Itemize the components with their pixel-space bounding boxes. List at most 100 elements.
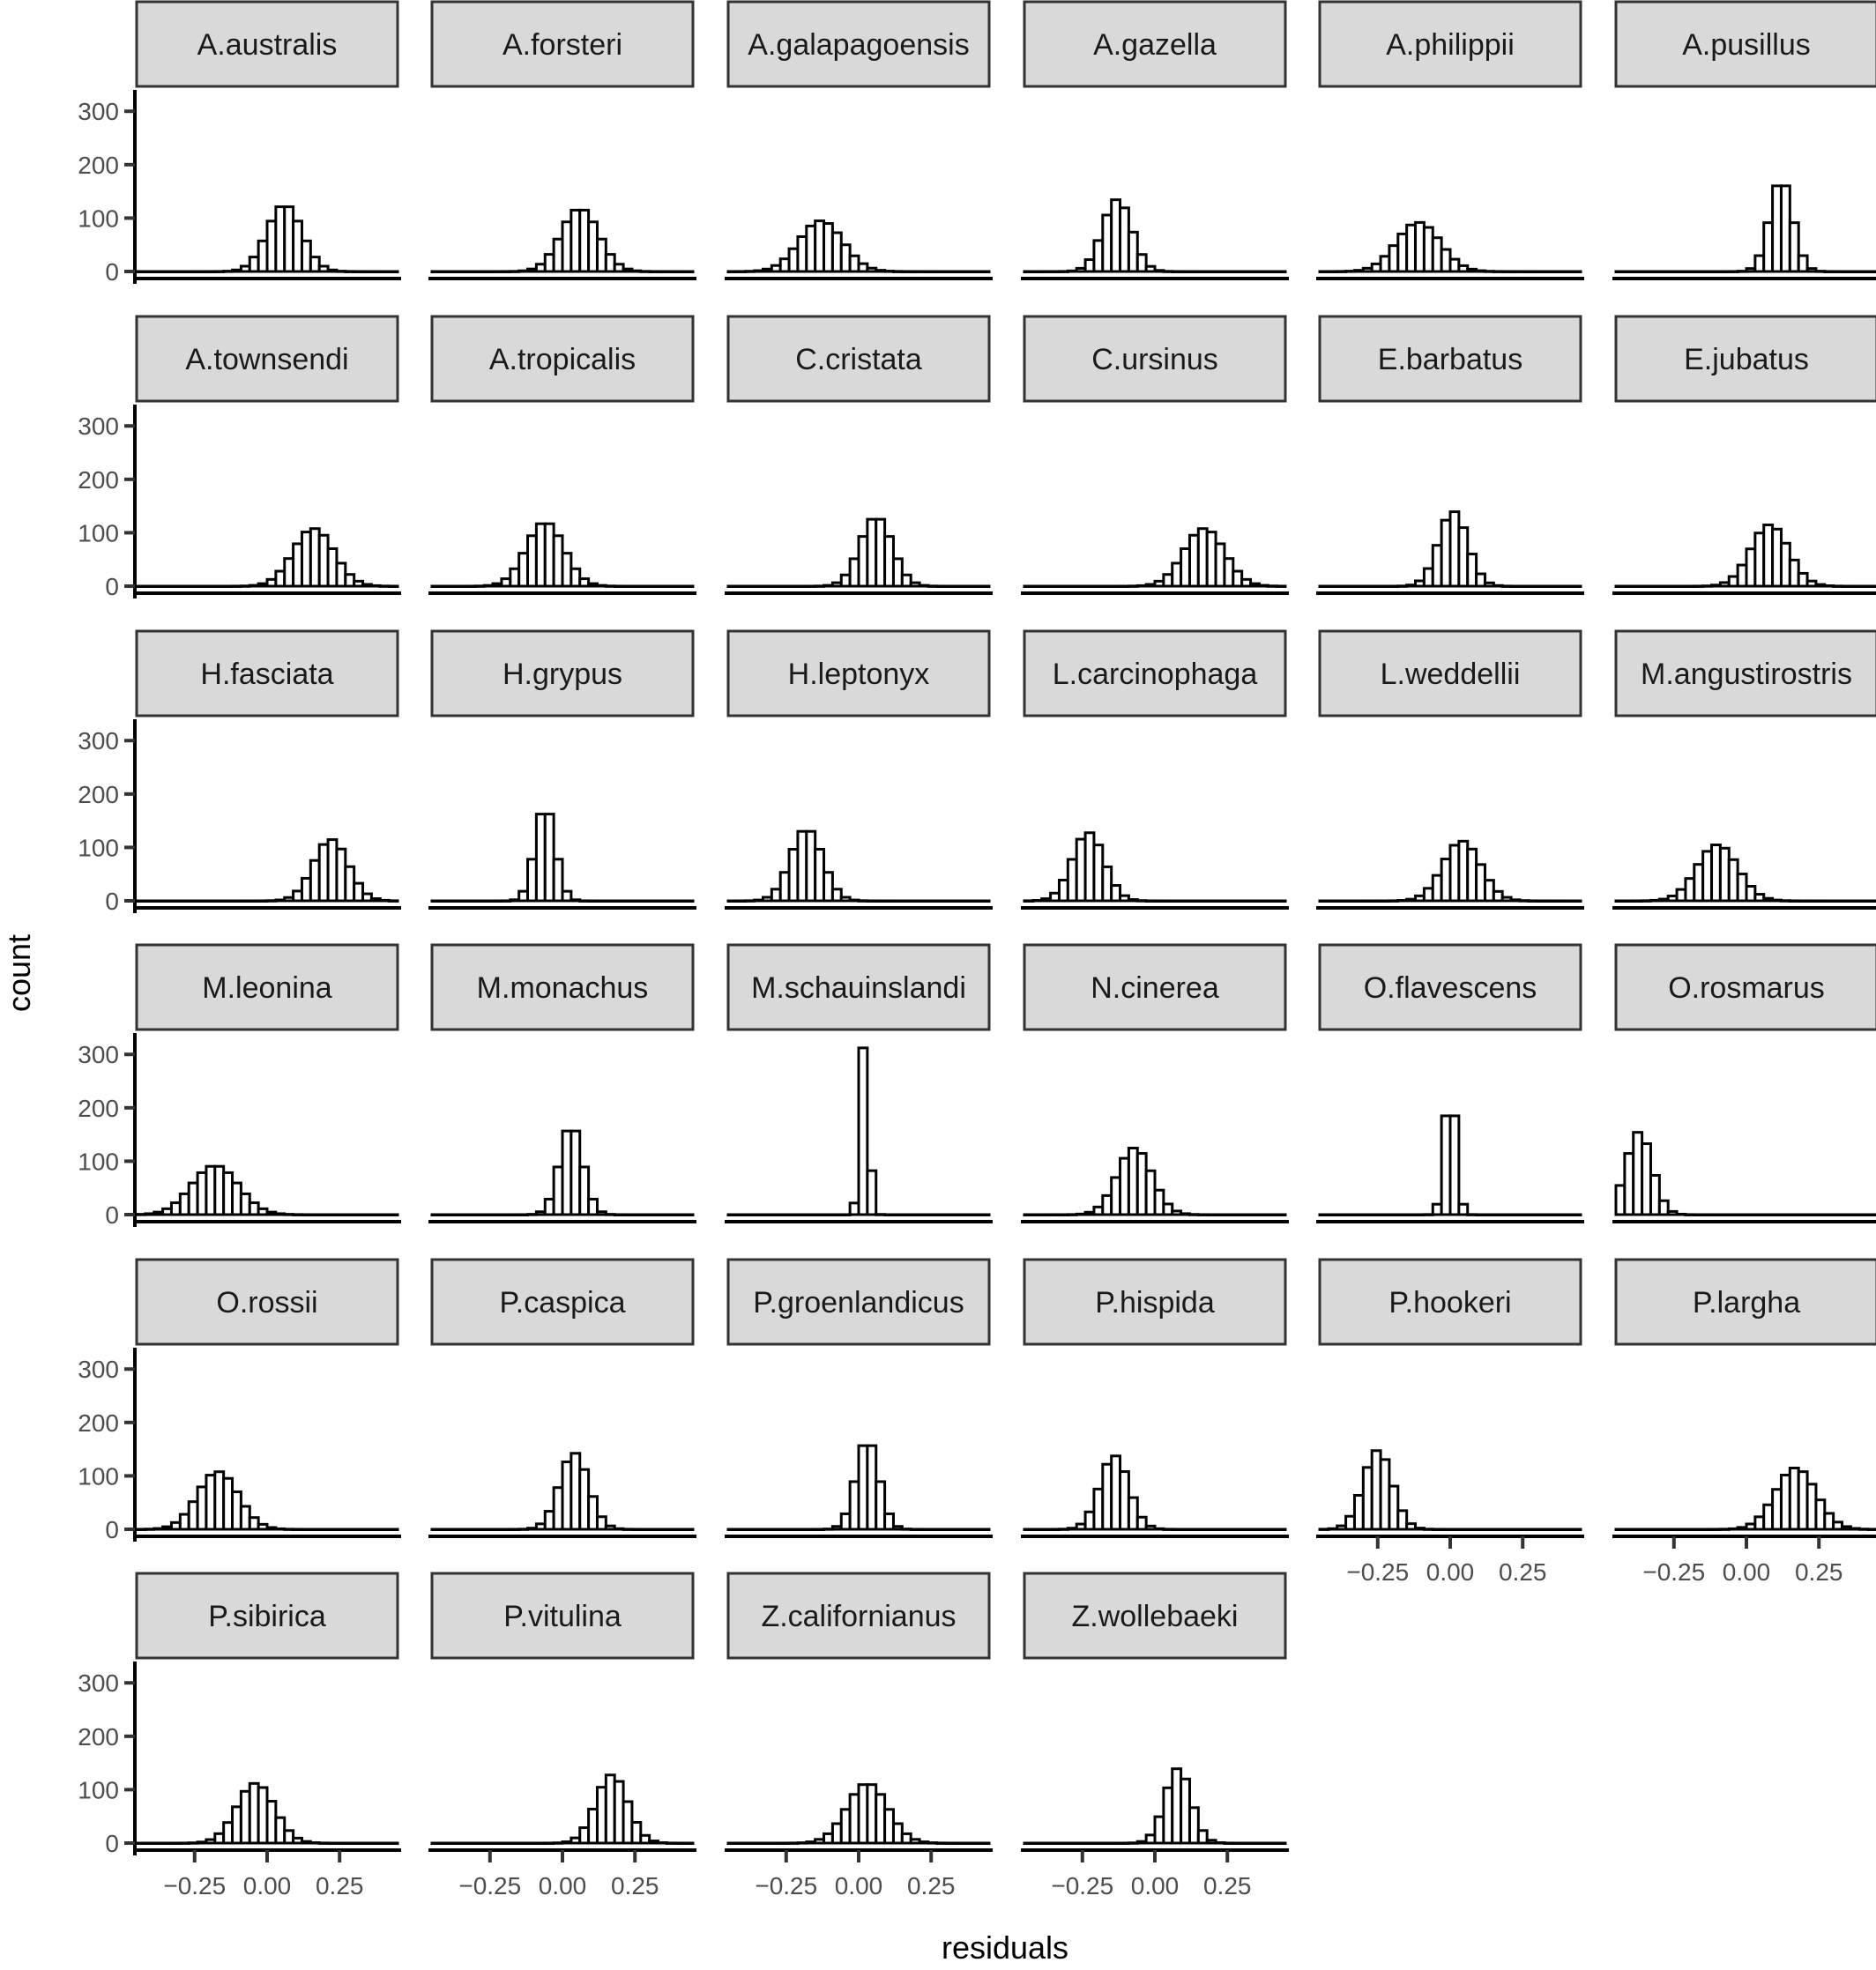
histogram-bar: [1570, 1528, 1582, 1531]
histogram-bar: [1196, 1829, 1209, 1845]
facet-strip: [135, 1572, 399, 1660]
x-tick-label: 0.00: [1426, 1558, 1475, 1586]
histogram-bar: [1448, 1114, 1461, 1216]
y-tick-label: 100: [78, 834, 119, 861]
histogram-bar: [866, 1169, 878, 1216]
facet-panel: A.tropicalis: [428, 315, 696, 595]
histogram-bar: [830, 888, 843, 903]
histogram-bar: [1797, 254, 1809, 273]
facet-strip-label: P.caspica: [499, 1286, 625, 1320]
facet-panel: C.cristata: [725, 315, 993, 595]
facet-panel: H.leptonyx: [725, 629, 993, 910]
facet-strip-label: M.monachus: [477, 971, 649, 1005]
histogram-bar: [387, 899, 399, 903]
facet-strip: [726, 0, 991, 88]
y-tick-label: 200: [78, 781, 119, 808]
y-tick-label: 200: [78, 1409, 119, 1437]
y-tick-label: 0: [105, 573, 119, 600]
facet-strip-label: Z.californianus: [761, 1600, 956, 1633]
histogram-bar: [1127, 230, 1139, 273]
x-tick-label: 0.00: [835, 1872, 883, 1899]
histogram-bar: [1275, 1528, 1287, 1531]
histogram-bar: [1866, 1528, 1876, 1531]
y-tick-label: 300: [78, 1356, 119, 1383]
histogram-bar: [387, 1841, 399, 1845]
facet-strip: [430, 315, 695, 403]
facet-strip: [1318, 0, 1582, 88]
facet-strip: [1023, 943, 1287, 1031]
facet-panel: P.sibirica 0 100 200 300 −0.25 0.00 0.25: [78, 1572, 401, 1899]
facet-strip-label: P.groenlandicus: [753, 1286, 964, 1320]
facet-strip: [726, 1572, 991, 1660]
y-tick-label: 100: [78, 1776, 119, 1803]
y-tick-label: 200: [78, 466, 119, 494]
facet-strip-label: H.fasciata: [200, 658, 333, 691]
y-tick-label: 0: [105, 258, 119, 286]
histogram-bar: [552, 858, 564, 903]
facet-panel: E.jubatus: [1612, 315, 1876, 595]
facet-panel: M.angustirostris: [1612, 629, 1876, 910]
histogram-bar: [682, 270, 695, 273]
facet-panel: M.monachus: [428, 943, 696, 1223]
histogram-bar: [387, 584, 399, 588]
histogram-bar: [1396, 1509, 1409, 1531]
facet-strip-label: A.townsendi: [185, 343, 348, 376]
x-tick-label: −0.25: [755, 1872, 817, 1899]
histogram-bar: [561, 889, 573, 903]
y-tick-label: 300: [78, 413, 119, 440]
x-tick-label: 0.25: [1795, 1558, 1843, 1586]
facet-panel: Z.californianus −0.25 0.00 0.25: [725, 1572, 993, 1899]
histogram-bar: [1275, 270, 1287, 273]
histogram-bar: [1388, 1484, 1400, 1531]
facet-panel: O.flavescens: [1316, 943, 1584, 1223]
histogram-bar: [309, 256, 321, 273]
facet-strip: [135, 629, 399, 717]
facet-panel: M.schauinslandi: [725, 943, 993, 1223]
histogram-bar: [1788, 221, 1800, 273]
facet-strip-label: M.angustirostris: [1641, 658, 1852, 691]
y-tick-label: 100: [78, 204, 119, 232]
y-tick-label: 0: [105, 888, 119, 915]
facet-strip-label: L.carcinophaga: [1053, 658, 1258, 691]
histogram-bar: [1570, 899, 1582, 903]
y-tick-label: 0: [105, 1516, 119, 1543]
histogram-bar: [682, 1528, 695, 1531]
facet-strip: [1614, 0, 1876, 88]
facet-strip: [1023, 1572, 1287, 1660]
histogram-bar: [883, 1512, 895, 1531]
x-tick-label: −0.25: [458, 1872, 521, 1899]
facet-strip-label: P.largha: [1693, 1286, 1800, 1320]
facet-strip: [135, 315, 399, 403]
facet-strip: [1023, 0, 1287, 88]
facet-panel: A.australis 0 100 200 300: [78, 0, 401, 286]
facet-strip-label: O.rossii: [216, 1286, 317, 1320]
facet-strip-label: A.galapagoensis: [748, 28, 969, 62]
facet-strip: [1318, 943, 1582, 1031]
facet-strip-label: O.rosmarus: [1668, 971, 1825, 1005]
facet-strip-label: L.weddellii: [1381, 658, 1521, 691]
x-tick-label: 0.25: [611, 1872, 659, 1899]
y-tick-label: 0: [105, 1830, 119, 1857]
histogram-bar: [1135, 1515, 1148, 1531]
histogram-bar: [900, 573, 912, 588]
histogram-bar: [1866, 899, 1876, 903]
histogram-bar: [1866, 270, 1876, 273]
histogram-bar: [823, 871, 834, 903]
x-tick-label: −0.25: [163, 1872, 226, 1899]
histogram-bar: [1162, 1202, 1174, 1216]
histogram-bar: [1866, 584, 1876, 588]
facet-strip-label: A.tropicalis: [489, 343, 636, 376]
x-tick-label: −0.25: [1346, 1558, 1409, 1586]
y-tick-label: 200: [78, 152, 119, 179]
facet-strip: [726, 1258, 991, 1346]
facet-strip: [430, 943, 695, 1031]
histogram-bar: [387, 1528, 399, 1531]
facet-strip: [430, 1258, 695, 1346]
facet-strip: [726, 315, 991, 403]
facet-strip: [1023, 629, 1287, 717]
histogram-bar: [1275, 899, 1287, 903]
facet-strip-label: O.flavescens: [1364, 971, 1537, 1005]
histogram-bar: [1275, 584, 1287, 588]
x-tick-label: 0.25: [1499, 1558, 1547, 1586]
